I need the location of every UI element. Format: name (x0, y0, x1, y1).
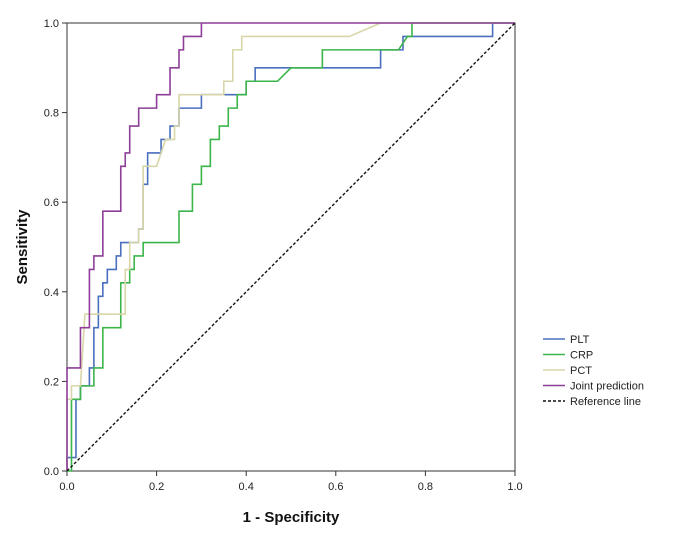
y-tick-label: 0.4 (44, 287, 59, 299)
series-layer (66, 22, 516, 472)
y-tick-label: 0.6 (44, 197, 59, 209)
legend: PLT CRP PCT Joint prediction Reference line (543, 334, 644, 408)
axes-ticks: 0.0 0.2 0.4 0.6 0.8 1.0 0.0 0.2 0.4 0.6 0.8 1.0 (44, 18, 523, 493)
x-tick-label: 0.4 (239, 481, 254, 493)
x-tick-label: 0.0 (59, 481, 74, 493)
legend-label-pct: PCT (570, 365, 592, 377)
legend-label-crp: CRP (570, 350, 593, 362)
y-tick-label: 0.0 (44, 466, 59, 478)
x-tick-label: 0.8 (418, 481, 433, 493)
legend-label-joint-prediction: Joint prediction (570, 381, 644, 393)
series-joint-prediction-line (66, 22, 515, 471)
x-tick-label: 1.0 (507, 481, 522, 493)
legend-label-plt: PLT (570, 334, 590, 346)
x-tick-label: 0.6 (328, 481, 343, 493)
y-axis-title: Sensitivity (14, 209, 31, 285)
y-tick-label: 0.8 (44, 108, 59, 120)
y-tick-label: 0.2 (44, 376, 59, 388)
series-crp-line (67, 22, 515, 472)
x-tick-label: 0.2 (149, 481, 164, 493)
y-tick-label: 1.0 (44, 18, 59, 30)
x-axis-title: 1 - Specificity (243, 509, 340, 526)
series-pct-line (66, 22, 515, 471)
series-reference-line-line (66, 22, 516, 472)
legend-label-reference-line: Reference line (570, 396, 641, 408)
